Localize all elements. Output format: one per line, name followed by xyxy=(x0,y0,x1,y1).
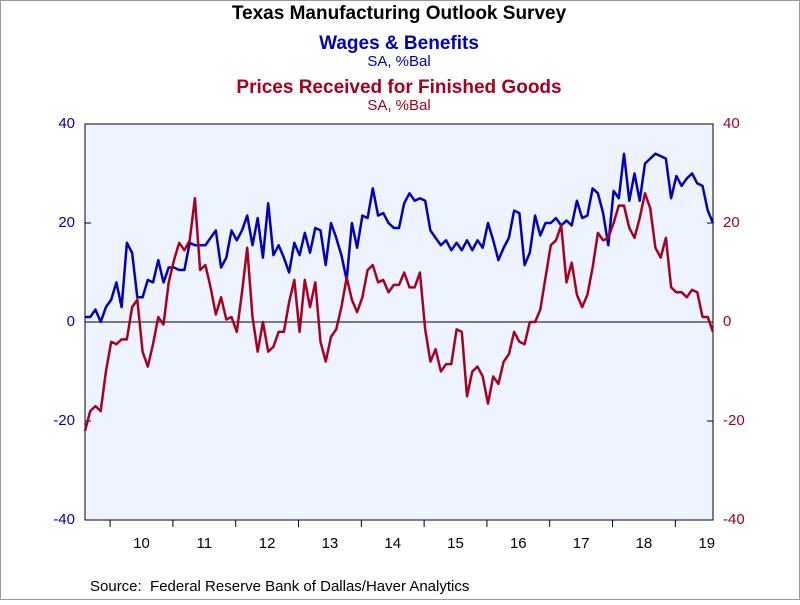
x-tick-label: 18 xyxy=(636,535,653,552)
y2-tick-label: -40 xyxy=(723,511,745,528)
y-tick-label: 20 xyxy=(58,214,75,231)
y2-tick-label: 20 xyxy=(723,214,740,231)
source: Source: Federal Reserve Bank of Dallas/H… xyxy=(90,578,469,595)
x-tick-label: 11 xyxy=(197,535,213,552)
x-tick-label: 16 xyxy=(510,535,527,552)
chart-title: Texas Manufacturing Outlook Survey xyxy=(232,3,567,24)
x-tick-label: 14 xyxy=(384,535,401,552)
x-tick-label: 13 xyxy=(322,535,339,552)
x-tick-label: 19 xyxy=(698,535,715,552)
x-tick-label: 12 xyxy=(259,535,276,552)
x-tick-label: 10 xyxy=(133,535,150,552)
series-unit: SA, %Bal xyxy=(367,97,430,114)
series-title: Wages & Benefits xyxy=(319,33,479,54)
series-line xyxy=(83,192,715,432)
y-tick-label: 40 xyxy=(58,115,75,132)
y2-tick-label: 40 xyxy=(723,115,740,132)
x-tick-label: 15 xyxy=(447,535,464,552)
y-tick-label: -20 xyxy=(53,412,75,429)
y2-tick-label: 0 xyxy=(723,313,731,330)
y-tick-label: -40 xyxy=(53,511,75,528)
y-tick-label: 0 xyxy=(67,313,75,330)
y2-tick-label: -20 xyxy=(723,412,745,429)
series-unit: SA, %Bal xyxy=(367,53,430,70)
series-title: Prices Received for Finished Goods xyxy=(236,77,561,98)
x-tick-label: 17 xyxy=(573,535,590,552)
